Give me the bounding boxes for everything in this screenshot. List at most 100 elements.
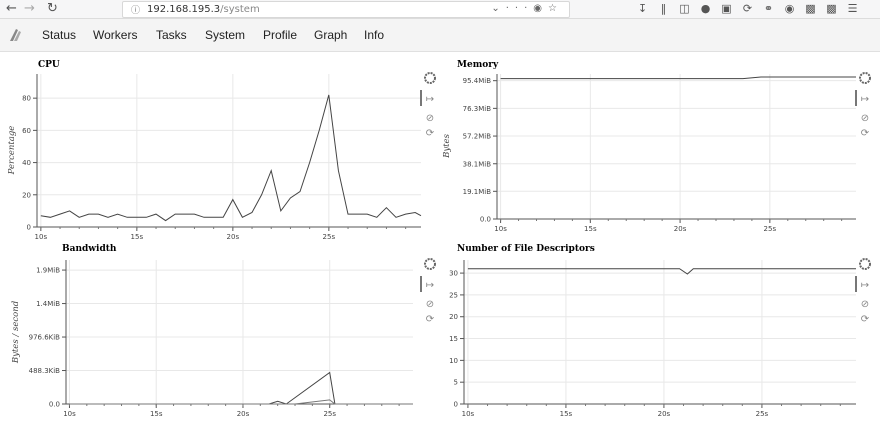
menu-icon[interactable]: ☰ xyxy=(847,2,858,15)
more-icon[interactable]: ··· xyxy=(505,3,534,14)
file-descriptors-wheel-zoom-icon[interactable]: ⊘ xyxy=(861,299,869,310)
file-descriptors-chart-title: Number of File Descriptors xyxy=(457,244,595,254)
memory-x-tick-label: 25s xyxy=(764,225,777,233)
url-text[interactable]: 192.168.195.3/system xyxy=(147,3,260,16)
cpu-y-axis-label: Percentage xyxy=(7,126,17,176)
browser-toolbar: ← → ↻ ⓘ 192.168.195.3/system ⌄···◉☆ ↧ ‖ ◫ ●… xyxy=(0,0,880,19)
cpu-y-tick-label: 20 xyxy=(22,191,31,199)
file-descriptors-reset-icon[interactable]: ⟳ xyxy=(861,314,870,325)
memory-wheel-zoom-icon[interactable]: ⊘ xyxy=(861,113,869,124)
bandwidth-wheel-zoom-icon[interactable]: ⊘ xyxy=(426,299,434,310)
file-descriptors-y-tick-label: 30 xyxy=(449,270,458,278)
cpu-wheel-zoom-icon[interactable]: ⊘ xyxy=(426,113,434,124)
library-icon[interactable]: ‖ xyxy=(660,2,667,15)
file-descriptors-series-line-1 xyxy=(467,268,856,275)
cpu-x-tick-label: 15s xyxy=(131,233,144,240)
memory-bokeh-logo-icon[interactable] xyxy=(859,72,871,84)
puzzle-icon[interactable]: ▩ xyxy=(805,2,816,15)
screenshot-icon[interactable]: ▣ xyxy=(721,2,732,15)
file-descriptors-y-tick-label: 15 xyxy=(449,335,458,343)
bandwidth-x-tick-label: 15s xyxy=(150,410,163,418)
memory-chart-title: Memory xyxy=(457,60,499,70)
bandwidth-toolbar-active-indicator xyxy=(420,276,422,292)
pocket-icon[interactable]: ◉ xyxy=(533,3,549,14)
file-descriptors-toolbar-active-indicator xyxy=(855,276,857,292)
bandwidth-y-tick-label: 0.0 xyxy=(49,401,60,409)
file-descriptors-y-tick-label: 0 xyxy=(454,401,458,409)
bandwidth-series-line-2 xyxy=(69,399,413,405)
bandwidth-reset-icon[interactable]: ⟳ xyxy=(426,314,435,325)
info-icon[interactable]: ⓘ xyxy=(131,6,141,16)
forward-icon[interactable]: → xyxy=(24,1,35,16)
cpu-x-tick-label: 10s xyxy=(35,233,48,240)
memory-x-tick-label: 10s xyxy=(494,225,507,233)
memory-y-tick-label: 95.4MiB xyxy=(463,77,492,85)
cpu-x-tick-label: 25s xyxy=(323,233,336,240)
menu-status[interactable]: Status xyxy=(42,28,77,42)
container-icon[interactable]: ◉ xyxy=(784,2,795,15)
bandwidth-y-tick-label: 976.6KiB xyxy=(29,334,61,342)
memory-x-tick-label: 15s xyxy=(584,225,597,233)
download-icon[interactable]: ↧ xyxy=(637,2,648,15)
link-icon[interactable]: ⚭ xyxy=(763,2,774,15)
menu-graph[interactable]: Graph xyxy=(314,28,348,42)
memory-y-tick-label: 0.0 xyxy=(480,216,491,224)
bandwidth-y-tick-label: 488.3KiB xyxy=(29,367,61,375)
menu-info[interactable]: Info xyxy=(364,28,385,42)
dropdown-icon[interactable]: ⌄ xyxy=(491,3,506,14)
extension-icon[interactable]: ● xyxy=(700,2,711,15)
sidebar-icon[interactable]: ◫ xyxy=(679,2,690,15)
file-descriptors-y-tick-label: 20 xyxy=(449,313,458,321)
file-descriptors-x-tick-label: 15s xyxy=(560,410,573,418)
memory-reset-icon[interactable]: ⟳ xyxy=(861,128,870,139)
sync-icon[interactable]: ⟳ xyxy=(742,2,753,15)
menu-profile[interactable]: Profile xyxy=(263,28,298,42)
shield-icon[interactable]: ▩ xyxy=(826,2,837,15)
bandwidth-x-tick-label: 25s xyxy=(323,410,336,418)
bandwidth-bokeh-logo-icon[interactable] xyxy=(424,258,436,270)
cpu-y-tick-label: 0 xyxy=(27,224,31,232)
file-descriptors-x-tick-label: 20s xyxy=(658,410,671,418)
reload-icon[interactable]: ↻ xyxy=(47,1,58,16)
cpu-y-tick-label: 40 xyxy=(22,159,31,167)
url-path: /system xyxy=(220,4,260,15)
file-descriptors-x-tick-label: 25s xyxy=(756,410,769,418)
url-actions: ⌄···◉☆ xyxy=(491,2,563,16)
url-bar[interactable]: ⓘ 192.168.195.3/system ⌄···◉☆ xyxy=(122,1,570,18)
memory-y-axis-label: Bytes xyxy=(442,133,452,158)
url-host: 192.168.195.3 xyxy=(147,4,221,15)
cpu-y-tick-label: 80 xyxy=(22,95,31,103)
file-descriptors-y-tick-label: 5 xyxy=(454,379,458,387)
cpu-bokeh-logo-icon[interactable] xyxy=(424,72,436,84)
memory-pan-icon[interactable]: ↦ xyxy=(861,94,869,105)
cpu-chart-title: CPU xyxy=(38,60,60,70)
dask-logo-icon[interactable] xyxy=(8,27,24,43)
bandwidth-x-tick-label: 10s xyxy=(63,410,76,418)
file-descriptors-bokeh-logo-icon[interactable] xyxy=(859,258,871,270)
menu-tasks[interactable]: Tasks xyxy=(156,28,187,42)
memory-y-tick-label: 38.1MiB xyxy=(463,160,492,168)
memory-toolbar-active-indicator xyxy=(855,90,857,106)
back-icon[interactable]: ← xyxy=(6,1,17,16)
app-menubar: Status Workers Tasks System Profile Grap… xyxy=(0,19,880,52)
cpu-pan-icon[interactable]: ↦ xyxy=(426,94,434,105)
bookmark-star-icon[interactable]: ☆ xyxy=(548,3,563,14)
file-descriptors-pan-icon[interactable]: ↦ xyxy=(861,280,869,291)
cpu-reset-icon[interactable]: ⟳ xyxy=(426,128,435,139)
memory-series-line-1 xyxy=(500,76,856,80)
memory-x-tick-label: 20s xyxy=(674,225,687,233)
file-descriptors-y-tick-label: 10 xyxy=(449,357,458,365)
bandwidth-y-tick-label: 1.4MiB xyxy=(36,300,60,308)
bandwidth-y-axis-label: Bytes / second xyxy=(11,300,21,364)
extension-icons: ↧ ‖ ◫ ● ▣ ⟳ ⚭ ◉ ▩ ▩ ☰ xyxy=(632,1,863,17)
bandwidth-x-tick-label: 20s xyxy=(237,410,250,418)
memory-y-tick-label: 76.3MiB xyxy=(463,105,492,113)
menu-system[interactable]: System xyxy=(205,28,246,42)
memory-y-tick-label: 57.2MiB xyxy=(463,133,492,141)
file-descriptors-y-tick-label: 25 xyxy=(449,291,458,299)
file-descriptors-x-tick-label: 10s xyxy=(462,410,475,418)
menu-workers[interactable]: Workers xyxy=(93,28,138,42)
bandwidth-pan-icon[interactable]: ↦ xyxy=(426,280,434,291)
bandwidth-y-tick-label: 1.9MiB xyxy=(36,267,60,275)
cpu-series-line-1 xyxy=(40,94,422,222)
